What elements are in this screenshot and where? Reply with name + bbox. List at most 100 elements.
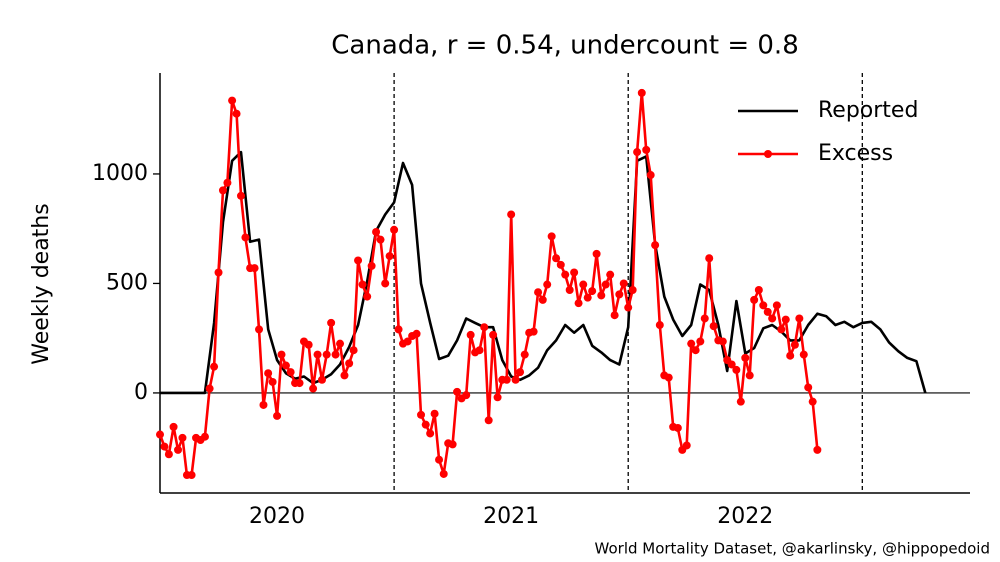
series-point xyxy=(736,397,745,406)
series-point xyxy=(228,96,237,105)
series-point xyxy=(281,361,290,370)
series-point xyxy=(574,299,583,308)
series-point xyxy=(286,368,295,377)
series-point xyxy=(745,371,754,380)
series-point xyxy=(709,322,718,331)
series-point xyxy=(218,186,227,195)
series-point xyxy=(255,325,264,334)
series-point xyxy=(682,441,691,450)
x-tick-label: 2021 xyxy=(483,504,539,529)
series-point xyxy=(390,225,399,234)
series-point xyxy=(529,327,538,336)
y-tick-label: 1000 xyxy=(92,161,148,186)
series-point xyxy=(781,315,790,324)
series-point xyxy=(795,314,804,323)
y-axis-label: Weekly deaths xyxy=(29,203,54,364)
series-point xyxy=(552,254,561,263)
series-point xyxy=(178,433,187,442)
series-point xyxy=(565,286,574,295)
series-point xyxy=(799,350,808,359)
series-point xyxy=(363,292,372,301)
series-point xyxy=(367,261,376,270)
series-point xyxy=(426,429,435,438)
series-point xyxy=(421,420,430,429)
series-point xyxy=(349,346,358,355)
series-point xyxy=(687,339,696,348)
series-point xyxy=(475,346,484,355)
series-point xyxy=(430,409,439,418)
series-point xyxy=(241,233,250,242)
series-point xyxy=(750,295,759,304)
series-point xyxy=(273,411,282,420)
series-point xyxy=(763,307,772,316)
series-point xyxy=(705,254,714,263)
series-point xyxy=(664,373,673,382)
series-point xyxy=(187,471,196,480)
series-point xyxy=(597,291,606,300)
series-point xyxy=(655,321,664,330)
legend-label: Reported xyxy=(818,98,918,123)
series-point xyxy=(309,384,318,393)
series-point xyxy=(790,340,799,349)
series-point xyxy=(394,325,403,334)
series-point xyxy=(174,445,183,454)
series-point xyxy=(466,330,475,339)
series-point xyxy=(417,410,426,419)
series-point xyxy=(435,455,444,464)
series-point xyxy=(556,260,565,269)
series-point xyxy=(304,340,313,349)
series-point xyxy=(538,295,547,304)
series-point xyxy=(318,375,326,384)
series-point xyxy=(718,337,727,346)
series-point xyxy=(759,301,768,310)
chart-title: Canada, r = 0.54, undercount = 0.8 xyxy=(331,31,798,61)
series-point xyxy=(570,268,579,277)
series-point xyxy=(164,450,173,459)
y-tick-label: 0 xyxy=(134,380,148,405)
series-point xyxy=(520,350,529,359)
series-point xyxy=(205,384,214,393)
series-point xyxy=(232,109,241,118)
series-point xyxy=(768,314,777,323)
series-point xyxy=(403,337,412,346)
series-point xyxy=(646,171,655,180)
series-point xyxy=(601,280,610,289)
series-point xyxy=(619,279,628,288)
series-point xyxy=(156,430,164,439)
series-point xyxy=(786,351,795,360)
series-line xyxy=(160,150,927,395)
series-point xyxy=(772,301,781,310)
series-point xyxy=(345,359,354,368)
series-point xyxy=(493,393,502,402)
series-point xyxy=(295,379,304,388)
series-point xyxy=(633,148,642,157)
series-point xyxy=(579,280,588,289)
series-point xyxy=(439,469,448,478)
series-point xyxy=(804,383,813,392)
series-point xyxy=(259,400,268,409)
series-point xyxy=(214,268,223,277)
series-point xyxy=(727,360,736,369)
series-point xyxy=(673,423,682,432)
series-point xyxy=(691,346,700,355)
series-point xyxy=(268,377,277,386)
series-point xyxy=(200,432,209,441)
series-point xyxy=(610,311,619,320)
series-point xyxy=(331,350,340,359)
y-tick-label: 500 xyxy=(106,270,148,295)
series-point xyxy=(606,270,615,279)
series-point xyxy=(313,350,322,359)
series-point xyxy=(340,371,349,380)
series-point xyxy=(376,235,385,244)
source-note: World Mortality Dataset, @akarlinsky, @h… xyxy=(595,540,990,558)
series-point xyxy=(277,350,286,359)
series-point xyxy=(543,280,552,289)
series-point xyxy=(237,191,245,200)
series-point xyxy=(754,286,763,295)
series-point xyxy=(732,365,741,374)
series-point xyxy=(169,422,178,431)
series-point xyxy=(250,264,259,273)
series-point xyxy=(583,293,592,302)
series-point xyxy=(264,369,273,378)
series-point xyxy=(637,88,646,97)
